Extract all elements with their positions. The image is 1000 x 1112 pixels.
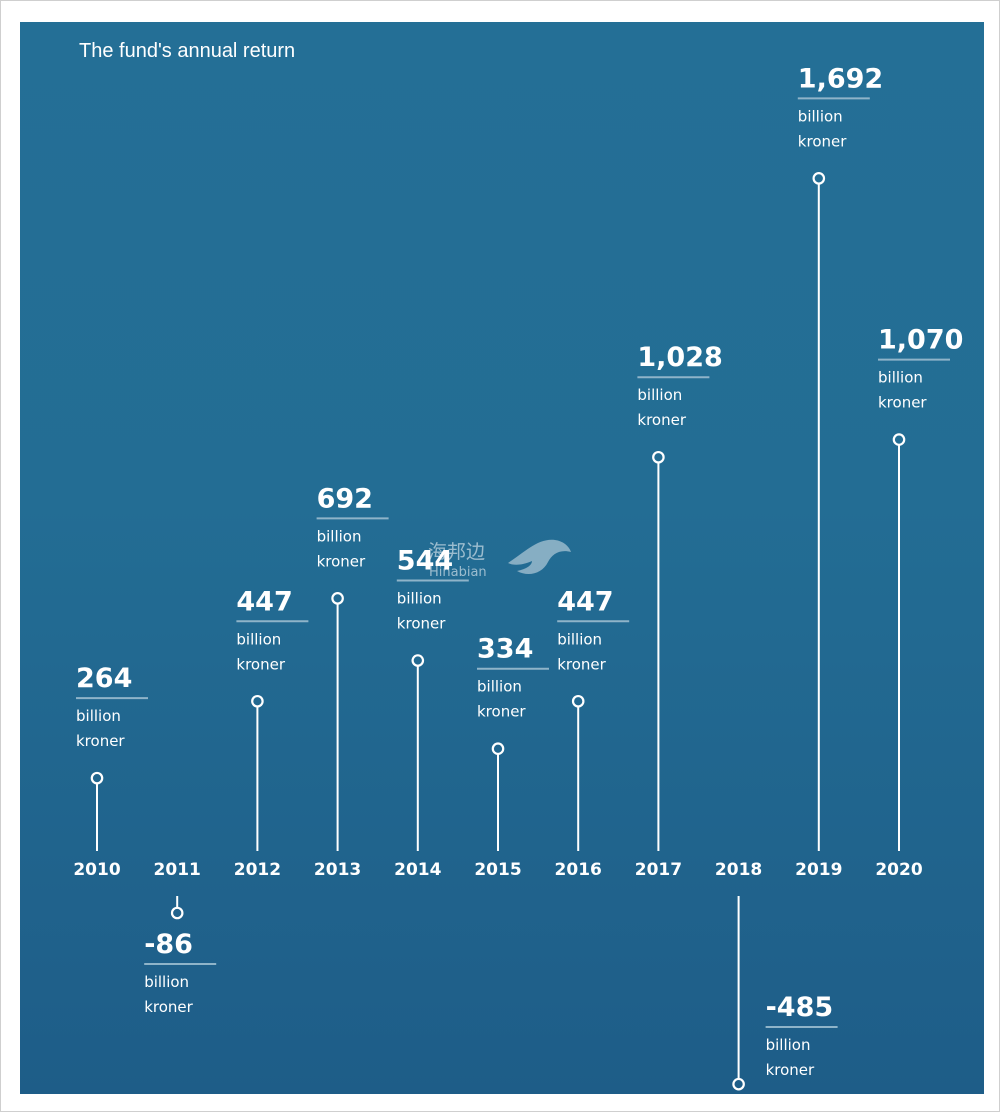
chart-marks: 2010 264 billion kroner 2011 -86 billion kroner… [73, 63, 963, 1091]
watermark-cn: 海邦边 [428, 541, 485, 563]
year-label-2016: 2016 [555, 860, 602, 880]
point-2020 [892, 433, 906, 446]
point-2019 [812, 172, 826, 185]
value-label-2011: -86 [144, 929, 193, 960]
unit-label-billion-2016: billion [557, 630, 602, 648]
unit-label-billion-2010: billion [76, 707, 121, 725]
unit-label-kroner-2010: kroner [76, 732, 125, 750]
unit-label-kroner-2016: kroner [557, 655, 606, 673]
value-label-2019: 1,692 [798, 63, 883, 94]
year-label-2013: 2013 [314, 860, 361, 880]
year-label-2020: 2020 [875, 860, 922, 880]
year-label-2012: 2012 [234, 860, 281, 880]
value-label-2017: 1,028 [637, 342, 722, 373]
value-label-2020: 1,070 [878, 325, 963, 356]
chart-panel: The fund's annual return 2010 264 billion k… [20, 22, 984, 1094]
annual-return-chart: The fund's annual return 2010 264 billion k… [73, 40, 963, 1091]
unit-label-kroner-2015: kroner [477, 703, 526, 721]
value-label-2014: 544 [397, 546, 453, 577]
year-label-2010: 2010 [73, 860, 120, 880]
watermark-en: Hinabian [429, 565, 487, 580]
unit-label-billion-2017: billion [637, 386, 682, 404]
value-label-2018: -485 [766, 992, 834, 1023]
value-label-2010: 264 [76, 663, 132, 694]
point-2016 [571, 694, 585, 708]
unit-label-kroner-2014: kroner [397, 615, 446, 633]
year-label-2017: 2017 [635, 860, 682, 880]
value-label-2016: 447 [557, 586, 613, 617]
year-label-2011: 2011 [154, 860, 201, 880]
point-2015 [491, 742, 505, 756]
unit-label-billion-2019: billion [798, 107, 843, 125]
unit-label-billion-2018: billion [766, 1036, 811, 1054]
value-label-2012: 447 [236, 586, 292, 617]
watermark-bird-icon [508, 539, 571, 574]
point-2012 [251, 694, 264, 708]
unit-label-billion-2011: billion [144, 973, 189, 991]
unit-label-billion-2020: billion [878, 369, 923, 387]
value-label-2015: 334 [477, 634, 533, 665]
chart-title: The fund's annual return [79, 40, 295, 62]
point-2010 [90, 771, 104, 785]
unit-label-billion-2015: billion [477, 678, 522, 696]
point-2011 [170, 906, 184, 920]
unit-label-kroner-2019: kroner [798, 132, 847, 150]
year-label-2014: 2014 [394, 860, 441, 880]
point-2013 [331, 592, 344, 605]
unit-label-kroner-2017: kroner [637, 411, 686, 429]
unit-label-billion-2013: billion [317, 527, 362, 545]
point-2014 [411, 654, 425, 667]
unit-label-kroner-2020: kroner [878, 394, 927, 412]
unit-label-kroner-2018: kroner [766, 1061, 815, 1079]
unit-label-billion-2014: billion [397, 590, 442, 608]
unit-label-billion-2012: billion [236, 630, 281, 648]
unit-label-kroner-2011: kroner [144, 998, 193, 1016]
watermark: 海邦边 Hinabian [428, 539, 571, 580]
year-label-2019: 2019 [795, 860, 842, 880]
unit-label-kroner-2013: kroner [317, 552, 366, 570]
point-2017 [652, 450, 665, 464]
point-2018 [732, 1077, 745, 1091]
year-label-2015: 2015 [474, 860, 521, 880]
value-label-2013: 692 [317, 483, 373, 514]
unit-label-kroner-2012: kroner [236, 655, 285, 673]
year-label-2018: 2018 [715, 860, 762, 880]
